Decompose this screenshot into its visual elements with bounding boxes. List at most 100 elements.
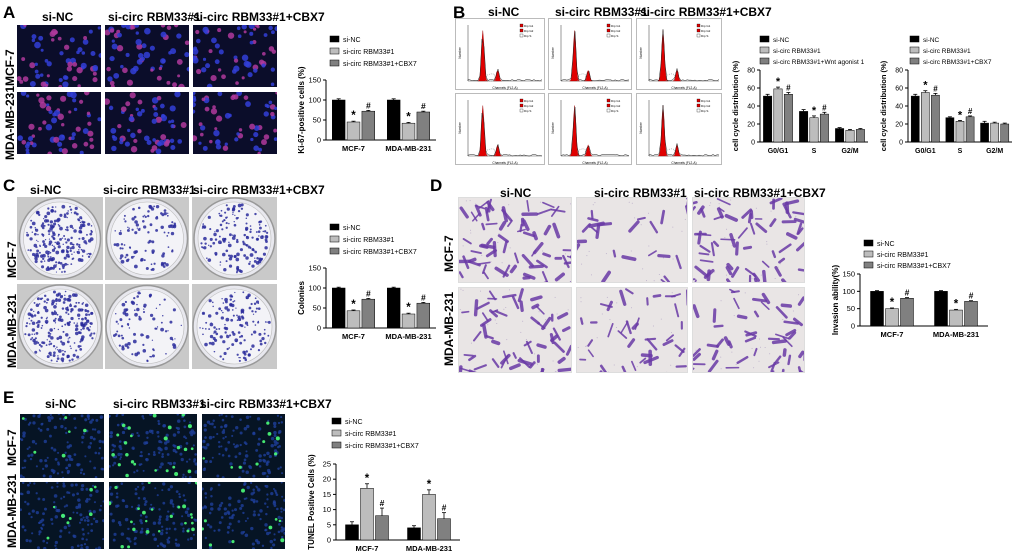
invading-cell xyxy=(485,249,498,258)
colony xyxy=(213,326,216,329)
nucleus xyxy=(220,414,223,416)
nucleus xyxy=(262,51,266,56)
colony xyxy=(257,302,260,304)
nucleus xyxy=(94,476,98,478)
colony xyxy=(118,344,121,347)
membrane-pore xyxy=(487,324,489,326)
colony xyxy=(49,332,52,335)
nucleus xyxy=(86,111,91,116)
nucleus xyxy=(118,444,122,449)
colony xyxy=(170,231,175,236)
nucleus xyxy=(116,423,120,427)
flow-legend-swatch xyxy=(696,103,701,108)
nucleus xyxy=(134,492,138,496)
membrane-pore xyxy=(735,363,737,365)
nucleus xyxy=(250,526,254,531)
nucleus xyxy=(22,431,26,435)
nucleus xyxy=(235,81,239,85)
nucleus xyxy=(223,424,228,428)
nucleus xyxy=(210,422,214,426)
nucleus xyxy=(139,514,143,517)
colony xyxy=(145,266,149,271)
nucleus xyxy=(23,466,26,469)
colony xyxy=(56,349,59,351)
nucleus xyxy=(283,498,285,502)
nucleus xyxy=(31,38,36,43)
nucleus xyxy=(224,447,228,451)
invading-cell xyxy=(782,348,787,357)
nucleus xyxy=(137,129,142,134)
nucleus xyxy=(179,452,183,456)
nucleus xyxy=(146,139,152,145)
nucleus xyxy=(180,522,184,526)
colony xyxy=(50,209,54,213)
colony xyxy=(135,223,139,227)
histogram-outline xyxy=(467,112,543,157)
colony xyxy=(34,226,37,229)
colony xyxy=(144,249,147,252)
nucleus xyxy=(76,463,80,467)
colony xyxy=(115,313,117,315)
colony xyxy=(254,310,257,313)
invasion-image-mcf7-cbx7 xyxy=(692,197,805,283)
invading-cell xyxy=(648,250,657,257)
nucleus xyxy=(212,435,215,439)
nucleus xyxy=(257,437,261,441)
nucleus xyxy=(74,483,78,487)
colony xyxy=(113,243,117,246)
nucleus xyxy=(156,494,159,497)
legend-swatch xyxy=(329,47,340,55)
colony xyxy=(242,242,246,246)
colony xyxy=(55,348,57,350)
nucleus xyxy=(202,445,205,449)
invading-cell xyxy=(625,288,634,295)
nucleus xyxy=(133,523,136,526)
colony xyxy=(75,327,79,331)
colony xyxy=(46,339,48,341)
invading-cell xyxy=(478,200,490,209)
nucleus xyxy=(27,136,34,142)
nucleus xyxy=(117,32,122,38)
colony xyxy=(59,295,63,299)
apoptotic-cell xyxy=(169,514,173,518)
invading-cell xyxy=(628,220,640,233)
colony xyxy=(53,264,57,268)
invading-cell xyxy=(733,297,740,310)
nucleus xyxy=(146,527,150,531)
nucleus xyxy=(201,67,207,73)
colony xyxy=(237,217,239,219)
apoptotic-cell xyxy=(132,527,136,532)
colony xyxy=(222,302,225,304)
colony xyxy=(209,228,212,231)
nucleus xyxy=(92,510,96,514)
x-category-label: MCF-7 xyxy=(881,330,904,339)
nucleus xyxy=(115,504,119,508)
y-axis-label: cell cycle distribution (%) xyxy=(879,60,888,151)
nucleus xyxy=(59,529,63,533)
flow-legend-entry: Dip S xyxy=(611,109,618,113)
nucleus xyxy=(64,451,67,454)
nucleus xyxy=(170,144,176,150)
nucleus xyxy=(202,26,209,34)
nucleus xyxy=(72,511,75,514)
nucleus xyxy=(36,93,40,97)
colony xyxy=(254,324,257,326)
invading-cell xyxy=(543,280,548,282)
invading-cell xyxy=(531,249,537,257)
colony xyxy=(234,291,236,294)
panel-b-col-title-2: si-circ RBM33#1 xyxy=(555,5,648,19)
nucleus xyxy=(102,519,104,523)
nucleus xyxy=(50,416,54,420)
nucleus xyxy=(242,530,246,534)
colony xyxy=(207,215,211,219)
bar xyxy=(345,524,359,541)
membrane-pore xyxy=(607,371,609,372)
nucleus xyxy=(157,419,160,423)
colony xyxy=(33,301,36,304)
colony xyxy=(49,226,53,231)
nucleus xyxy=(51,522,54,525)
colony xyxy=(242,356,246,360)
colony xyxy=(70,316,74,321)
nucleus xyxy=(280,516,283,520)
nucleus xyxy=(244,533,249,538)
